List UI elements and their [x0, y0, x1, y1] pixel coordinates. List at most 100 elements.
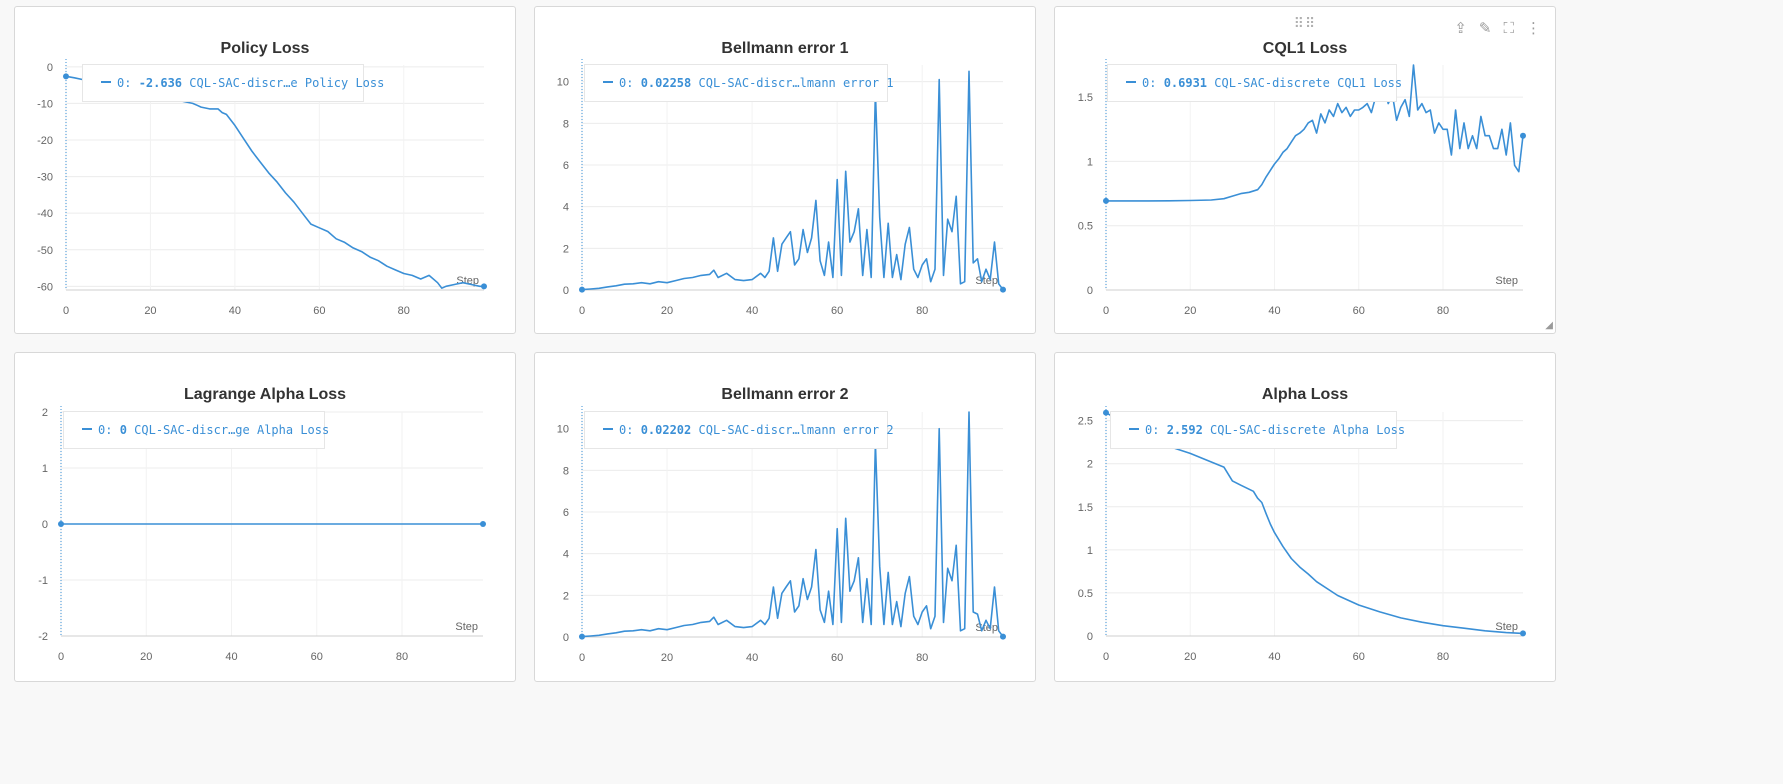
legend-series-name: CQL-SAC-discrete Alpha Loss	[1210, 423, 1406, 437]
y-tick-label: 1	[1087, 156, 1093, 168]
series-end-point	[481, 283, 487, 290]
chart-panel-bellmann-error-2: 0 2 4 6 8 10 0 20 40 60 80 Step Bellmann error 2 0:…	[534, 352, 1036, 682]
legend-prefix: 0:	[619, 423, 634, 437]
x-tick-label: 60	[831, 652, 843, 664]
alpha-loss-chart: 0 0.5 1 1.5 2 2.5 0 20 40 60 80 Step	[1078, 406, 1526, 663]
x-axis-label: Step	[456, 275, 479, 287]
drag-handle-icon[interactable]: ⠿⠿	[1293, 16, 1317, 32]
chart-title: Lagrange Alpha Loss	[183, 386, 347, 403]
legend-prefix: 0:	[98, 423, 113, 437]
x-tick-label: 40	[746, 305, 758, 317]
y-tick-label: 4	[563, 202, 569, 214]
x-tick-label: 20	[661, 652, 673, 664]
pencil-icon[interactable]: ✎	[1478, 19, 1492, 37]
y-tick-label: 1	[1087, 545, 1093, 557]
series-start-point	[1103, 197, 1109, 204]
legend-prefix: 0:	[1142, 76, 1157, 90]
legend-swatch	[603, 80, 613, 83]
chart-panel-cql1-loss: 0 0.5 1 1.5 0 20 40 60 80 Step CQL1 Loss 0: 0.693…	[1054, 6, 1556, 334]
legend-series-name: CQL-SAC-discr…lmann error 2	[698, 423, 894, 437]
y-tick-label: 0	[1087, 285, 1093, 297]
legend-series-name: CQL-SAC-discrete CQL1 Loss	[1214, 76, 1403, 90]
y-tick-label: 2.5	[1078, 416, 1093, 428]
more-vertical-icon[interactable]: ⋮	[1526, 19, 1541, 37]
x-tick-label: 20	[144, 305, 156, 317]
y-tick-label: 2	[563, 590, 569, 602]
series-end-point	[1000, 286, 1006, 293]
x-tick-label: 60	[1353, 305, 1365, 317]
legend-box: 0: 0.6931 CQL-SAC-discrete CQL1 Loss	[1107, 64, 1402, 102]
y-tick-label: 4	[563, 549, 569, 561]
y-tick-label: -2	[38, 631, 48, 643]
legend-swatch	[1129, 427, 1139, 430]
x-tick-label: 60	[831, 305, 843, 317]
policy-loss-chart: 0 -10 -20 -30 -40 -50 -60 0 20 40 60 80 Step	[37, 59, 487, 317]
series-line	[65, 75, 484, 290]
bellmann-error-2-chart: 0 2 4 6 8 10 0 20 40 60 80 Step	[557, 406, 1006, 664]
x-tick-label: 20	[140, 651, 152, 663]
lagrange-alpha-loss-chart: 2 1 0 -1 -2 0 20 40 60 80 Step	[38, 406, 486, 663]
share-icon[interactable]: ⇪	[1454, 19, 1467, 37]
y-tick-label: 0.5	[1078, 221, 1093, 233]
bellmann-error-1-chart: 0 2 4 6 8 10 0 20 40 60 80 Step	[557, 59, 1006, 317]
chart-title: Bellmann error 2	[721, 386, 849, 403]
legend-box: 0: 0.02202 CQL-SAC-discr…lmann error 2	[584, 411, 894, 449]
y-tick-label: -50	[37, 245, 53, 257]
series-end-point	[480, 521, 486, 527]
x-tick-label: 0	[1103, 305, 1109, 317]
x-tick-label: 80	[916, 652, 928, 664]
legend-prefix: 0:	[619, 76, 634, 90]
resize-corner-icon[interactable]: ◢	[1545, 320, 1553, 331]
x-tick-label: 60	[311, 651, 323, 663]
x-tick-label: 80	[396, 651, 408, 663]
y-tick-label: 0	[42, 519, 48, 531]
y-tick-label: -20	[37, 135, 53, 147]
legend-swatch	[82, 427, 92, 430]
y-tick-label: 0	[563, 285, 569, 297]
y-tick-label: 2	[42, 407, 48, 419]
y-tick-label: 1.5	[1078, 502, 1093, 514]
legend-series-name: CQL-SAC-discr…e Policy Loss	[189, 76, 385, 90]
series-line	[581, 411, 1004, 638]
y-tick-label: 2	[1087, 459, 1093, 471]
legend-series-name: CQL-SAC-discr…ge Alpha Loss	[134, 423, 330, 437]
y-tick-label: 0	[1087, 631, 1093, 643]
legend-series-name: CQL-SAC-discr…lmann error 1	[698, 76, 894, 90]
legend-box: 0: 0 CQL-SAC-discr…ge Alpha Loss	[63, 411, 329, 449]
y-tick-label: -10	[37, 98, 53, 110]
x-tick-label: 20	[1184, 305, 1196, 317]
legend-value: -2.636	[138, 76, 183, 90]
fullscreen-icon[interactable]: ⛶	[1503, 19, 1514, 37]
y-tick-label: 0.5	[1078, 588, 1093, 600]
y-tick-label: 8	[563, 118, 569, 130]
series-line	[581, 70, 1004, 291]
chart-panel-bellmann-error-1: 0 2 4 6 8 10 0 20 40 60 80 Step Bellmann error 1 0:…	[534, 6, 1036, 334]
x-tick-label: 0	[579, 652, 585, 664]
x-tick-label: 0	[63, 305, 69, 317]
legend-value: 2.592	[1166, 423, 1203, 437]
legend-prefix: 0:	[117, 76, 132, 90]
x-tick-label: 0	[1103, 651, 1109, 663]
x-tick-label: 20	[1184, 651, 1196, 663]
series-line	[1106, 64, 1524, 202]
chart-panel-policy-loss: 0 -10 -20 -30 -40 -50 -60 0 20 40 60 80 Step Policy …	[14, 6, 516, 334]
series-end-point	[1520, 132, 1526, 139]
x-axis-label: Step	[975, 622, 998, 634]
x-tick-label: 80	[916, 305, 928, 317]
chart-title: Bellmann error 1	[721, 40, 849, 57]
chart-title: CQL1 Loss	[1262, 40, 1348, 57]
legend-value: 0	[119, 423, 127, 437]
legend-swatch	[1126, 80, 1136, 83]
x-tick-label: 60	[313, 305, 325, 317]
x-tick-label: 40	[1268, 305, 1280, 317]
series-start-point	[58, 521, 64, 527]
y-tick-label: 0	[563, 632, 569, 644]
y-tick-label: 1.5	[1078, 92, 1093, 104]
legend-prefix: 0:	[1145, 423, 1160, 437]
legend-value: 0.02202	[640, 423, 692, 437]
y-tick-label: 2	[563, 243, 569, 255]
chart-title: Alpha Loss	[1261, 386, 1349, 403]
x-tick-label: 80	[1437, 651, 1449, 663]
series-start-point	[579, 286, 585, 293]
y-tick-label: -1	[38, 575, 48, 587]
